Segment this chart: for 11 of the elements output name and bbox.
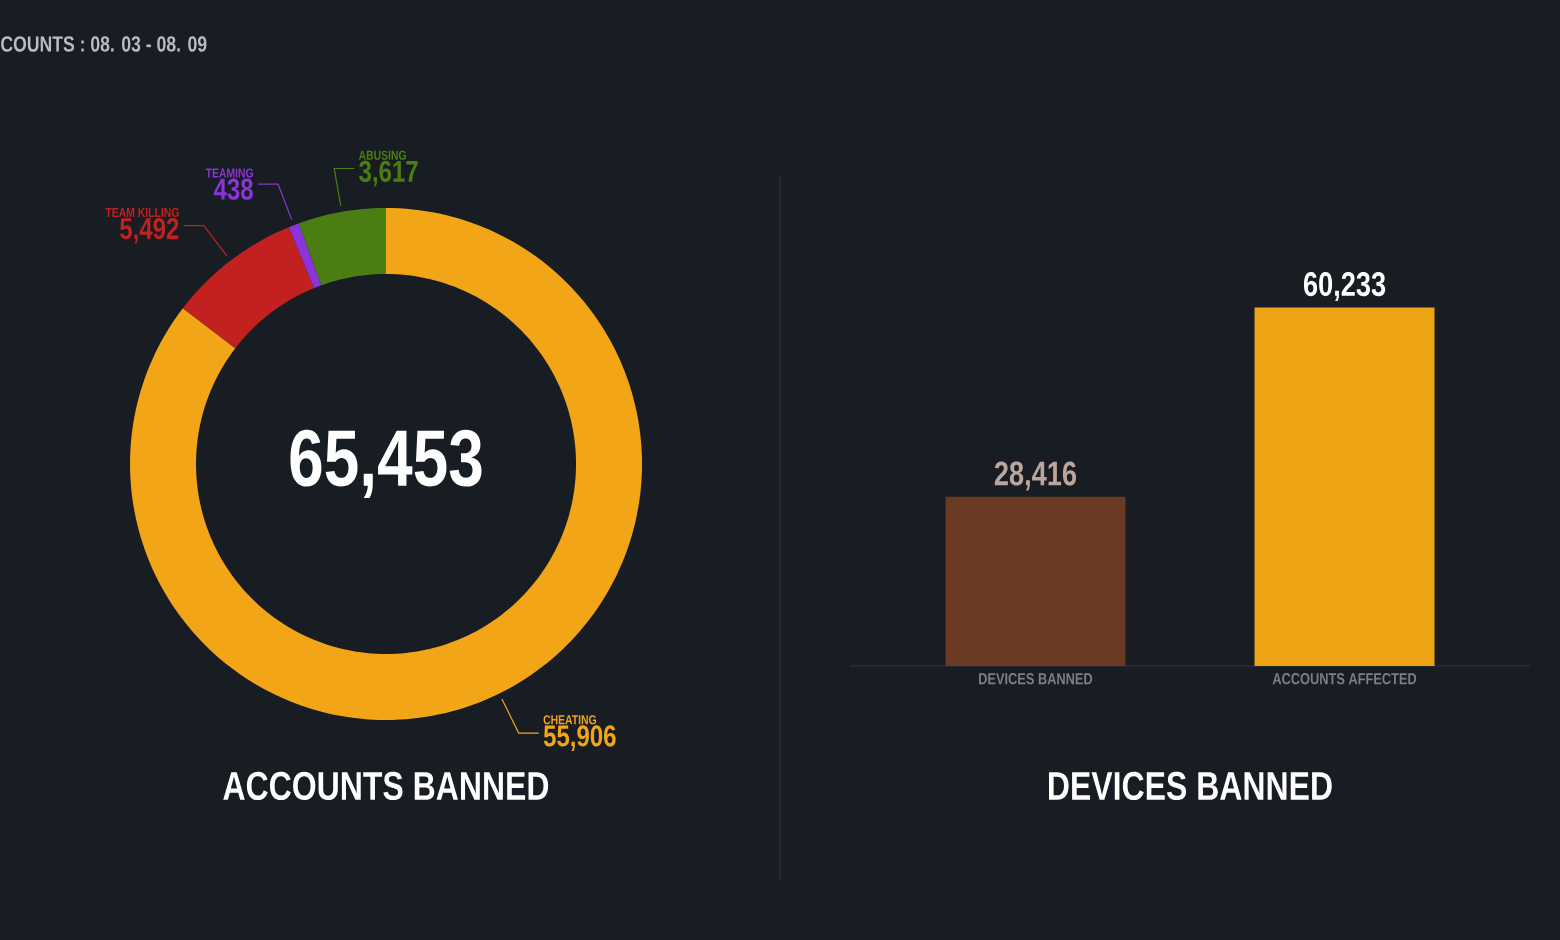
text: COUNTS : 08. 03 - 08. 09 [1, 36, 207, 52]
data-label: 438 [213, 178, 253, 200]
text: ACCOUNTS BANNED [223, 771, 549, 801]
x-tick-label: ACCOUNTS AFFECTED [1272, 673, 1417, 685]
text: DEVICES BANNED [1049, 771, 1332, 801]
data-label: 5,492 [120, 217, 179, 244]
data-label: 60,233 [1303, 272, 1386, 302]
data-label: 3,617 [359, 160, 418, 187]
text: 65,453 [290, 429, 482, 499]
data-label: 55,906 [543, 725, 616, 751]
data-label: 28,416 [994, 461, 1077, 491]
